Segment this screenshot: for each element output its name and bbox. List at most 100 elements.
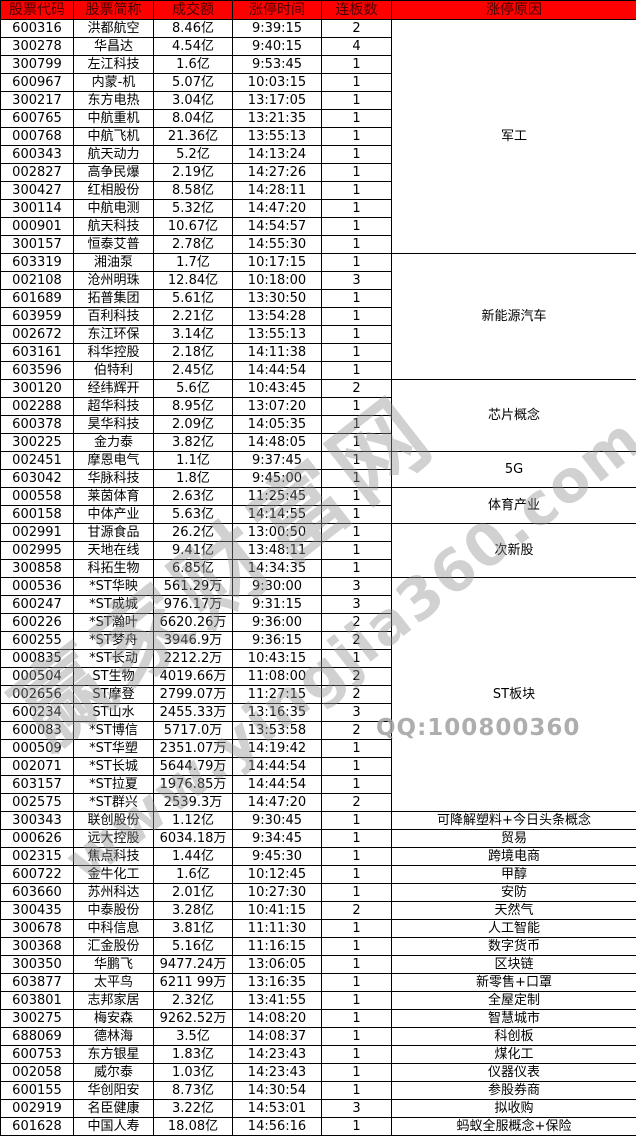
board-count-cell: 1 — [322, 218, 392, 236]
stock-code-cell: 002991 — [1, 524, 74, 542]
board-count-cell: 1 — [322, 1082, 392, 1100]
limit-reason-cell: ST板块 — [392, 578, 636, 812]
turnover-cell: 1.8亿 — [154, 470, 233, 488]
stock-code-cell: 000768 — [1, 128, 74, 146]
limit-reason-cell: 蚂蚁全服概念+保险 — [392, 1118, 636, 1136]
board-count-cell: 1 — [322, 182, 392, 200]
turnover-cell: 8.46亿 — [154, 20, 233, 38]
board-count-cell: 1 — [322, 254, 392, 272]
limit-reason-cell: 拟收购 — [392, 1100, 636, 1118]
limit-time-cell: 14:53:01 — [233, 1100, 322, 1118]
stock-code-cell: 600158 — [1, 506, 74, 524]
turnover-cell: 1.6亿 — [154, 866, 233, 884]
board-count-cell: 2 — [322, 902, 392, 920]
limit-time-cell: 9:34:45 — [233, 830, 322, 848]
turnover-cell: 5.2亿 — [154, 146, 233, 164]
limit-reason-cell: 芯片概念 — [392, 380, 636, 452]
stock-name-cell: 天地在线 — [74, 542, 154, 560]
turnover-cell: 2.21亿 — [154, 308, 233, 326]
stock-code-cell: 002108 — [1, 272, 74, 290]
stock-name-cell: 名臣健康 — [74, 1100, 154, 1118]
limit-time-cell: 13:54:28 — [233, 308, 322, 326]
stock-name-cell: 德林海 — [74, 1028, 154, 1046]
stock-code-cell: 603157 — [1, 776, 74, 794]
board-count-cell: 1 — [322, 884, 392, 902]
column-header-board-count: 连板数 — [322, 1, 392, 20]
turnover-cell: 1976.85万 — [154, 776, 233, 794]
stock-name-cell: 沧州明珠 — [74, 272, 154, 290]
stock-code-cell: 600722 — [1, 866, 74, 884]
board-count-cell: 1 — [322, 560, 392, 578]
limit-time-cell: 11:16:15 — [233, 938, 322, 956]
board-count-cell: 1 — [322, 542, 392, 560]
turnover-cell: 4019.66万 — [154, 668, 233, 686]
turnover-cell: 2351.07万 — [154, 740, 233, 758]
limit-time-cell: 14:08:20 — [233, 1010, 322, 1028]
limit-time-cell: 14:34:35 — [233, 560, 322, 578]
limit-time-cell: 13:07:20 — [233, 398, 322, 416]
limit-time-cell: 11:27:15 — [233, 686, 322, 704]
board-count-cell: 1 — [322, 992, 392, 1010]
turnover-cell: 5.16亿 — [154, 938, 233, 956]
limit-time-cell: 14:14:55 — [233, 506, 322, 524]
stock-name-cell: 中航电测 — [74, 200, 154, 218]
stock-name-cell: 焦点科技 — [74, 848, 154, 866]
stock-name-cell: 威尔泰 — [74, 1064, 154, 1082]
turnover-cell: 561.29万 — [154, 578, 233, 596]
limit-time-cell: 10:03:15 — [233, 74, 322, 92]
turnover-cell: 8.04亿 — [154, 110, 233, 128]
board-count-cell: 1 — [322, 164, 392, 182]
limit-time-cell: 13:48:11 — [233, 542, 322, 560]
stock-code-cell: 300275 — [1, 1010, 74, 1028]
stock-code-cell: 603801 — [1, 992, 74, 1010]
stock-code-cell: 300225 — [1, 434, 74, 452]
limit-time-cell: 14:44:54 — [233, 758, 322, 776]
limit-time-cell: 9:36:00 — [233, 614, 322, 632]
turnover-cell: 1.1亿 — [154, 452, 233, 470]
board-count-cell: 1 — [322, 290, 392, 308]
stock-code-cell: 002071 — [1, 758, 74, 776]
stock-name-cell: *ST拉夏 — [74, 776, 154, 794]
limit-time-cell: 14:08:37 — [233, 1028, 322, 1046]
stock-name-cell: 超华科技 — [74, 398, 154, 416]
stock-code-cell: 300157 — [1, 236, 74, 254]
limit-reason-cell: 次新股 — [392, 524, 636, 578]
limit-reason-cell: 人工智能 — [392, 920, 636, 938]
stock-name-cell: 华脉科技 — [74, 470, 154, 488]
turnover-cell: 2.63亿 — [154, 488, 233, 506]
column-header-limit-reason: 涨停原因 — [392, 1, 636, 20]
stock-code-cell: 600255 — [1, 632, 74, 650]
limit-time-cell: 13:55:13 — [233, 326, 322, 344]
stock-code-cell: 600967 — [1, 74, 74, 92]
limit-time-cell: 13:21:35 — [233, 110, 322, 128]
board-count-cell: 1 — [322, 812, 392, 830]
turnover-cell: 1.6亿 — [154, 56, 233, 74]
stock-name-cell: 莱茵体育 — [74, 488, 154, 506]
board-count-cell: 1 — [322, 776, 392, 794]
board-count-cell: 1 — [322, 110, 392, 128]
stock-name-cell: 中体产业 — [74, 506, 154, 524]
turnover-cell: 3.22亿 — [154, 1100, 233, 1118]
board-count-cell: 1 — [322, 326, 392, 344]
board-count-cell: 1 — [322, 1010, 392, 1028]
board-count-cell: 3 — [322, 578, 392, 596]
stock-name-cell: 中航飞机 — [74, 128, 154, 146]
stock-code-cell: 603161 — [1, 344, 74, 362]
board-count-cell: 1 — [322, 938, 392, 956]
board-count-cell: 1 — [322, 452, 392, 470]
limit-time-cell: 9:31:15 — [233, 596, 322, 614]
limit-time-cell: 9:30:00 — [233, 578, 322, 596]
limit-reason-cell: 仪器仪表 — [392, 1064, 636, 1082]
stock-name-cell: 东江环保 — [74, 326, 154, 344]
board-count-cell: 1 — [322, 344, 392, 362]
turnover-cell: 8.58亿 — [154, 182, 233, 200]
stock-code-cell: 600316 — [1, 20, 74, 38]
header-row: 股票代码股票简称成交额涨停时间连板数涨停原因 — [1, 1, 636, 20]
